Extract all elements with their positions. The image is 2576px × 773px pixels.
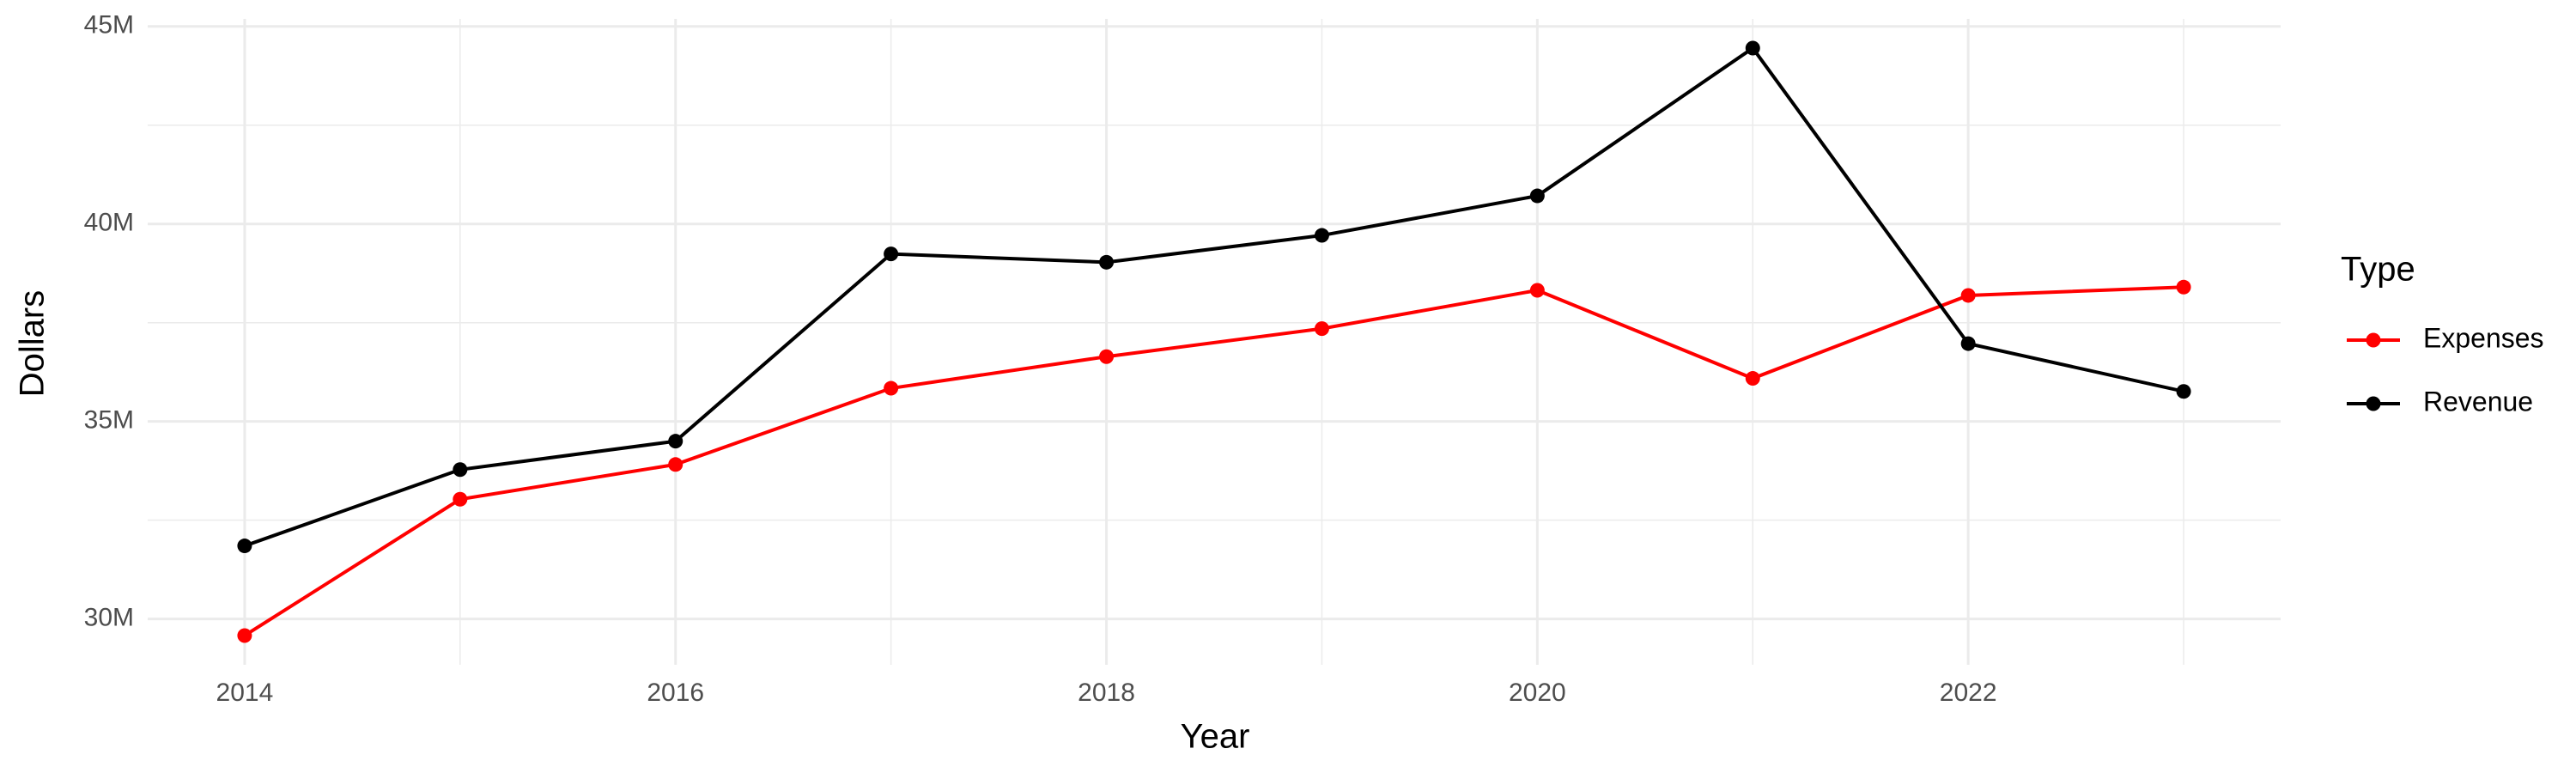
data-point — [1314, 321, 1329, 337]
x-tick-label: 2018 — [1078, 679, 1135, 707]
data-point — [884, 247, 899, 262]
data-point — [2176, 279, 2191, 295]
legend-key-point — [2366, 396, 2381, 411]
legend-title: Type — [2341, 251, 2415, 289]
data-point — [453, 462, 468, 478]
data-point — [884, 380, 899, 396]
y-axis-title: Dollars — [14, 290, 52, 397]
legend-label: Expenses — [2423, 322, 2544, 353]
data-point — [1099, 349, 1115, 364]
data-point — [668, 457, 683, 472]
legend-label: Revenue — [2423, 386, 2533, 417]
data-point — [453, 491, 468, 507]
legend-key-point — [2366, 332, 2381, 348]
data-point — [668, 434, 683, 449]
x-tick-label: 2020 — [1509, 679, 1566, 707]
data-point — [1529, 188, 1545, 204]
data-point — [1099, 254, 1115, 270]
y-tick-label: 45M — [84, 11, 134, 40]
y-tick-label: 30M — [84, 604, 134, 632]
data-point — [2176, 384, 2191, 399]
data-point — [1314, 228, 1329, 243]
y-tick-label: 40M — [84, 209, 134, 237]
x-tick-label: 2022 — [1940, 679, 1997, 707]
data-point — [237, 628, 252, 643]
x-tick-label: 2014 — [216, 679, 274, 707]
series-line — [243, 285, 2184, 637]
x-axis-title: Year — [1181, 718, 1250, 756]
data-point — [237, 539, 252, 554]
data-point — [1529, 283, 1545, 298]
data-point — [1960, 336, 1976, 351]
y-tick-label: 35M — [84, 406, 134, 435]
data-point — [1745, 40, 1760, 56]
data-point — [1960, 288, 1976, 303]
x-tick-label: 2016 — [647, 679, 704, 707]
series-line — [244, 46, 2184, 548]
data-point — [1745, 371, 1760, 386]
